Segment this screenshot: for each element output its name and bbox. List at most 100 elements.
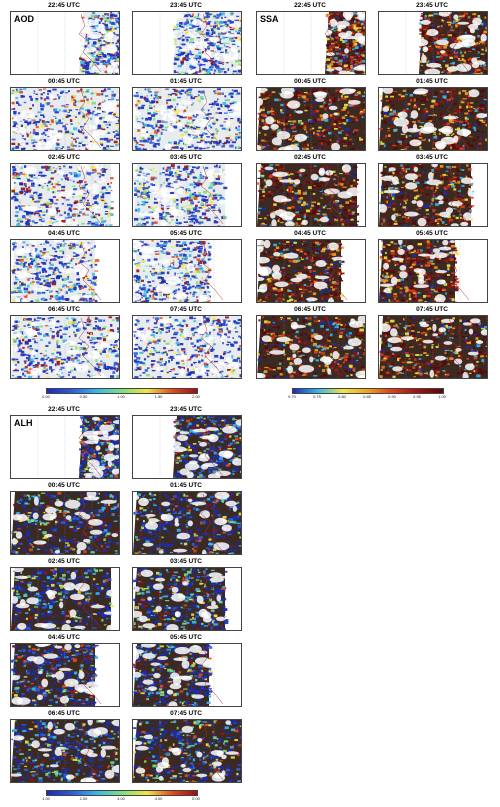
data-pixel <box>68 172 73 174</box>
data-pixel <box>77 213 81 215</box>
cloud <box>187 164 204 167</box>
data-pixel <box>160 322 164 325</box>
data-pixel <box>68 207 71 211</box>
data-pixel <box>199 134 204 136</box>
data-pixel <box>103 88 107 92</box>
data-pixel <box>227 352 230 354</box>
data-pixel <box>104 95 109 97</box>
data-pixel <box>72 359 75 363</box>
data-pixel <box>159 282 162 284</box>
data-pixel <box>202 349 205 352</box>
data-pixel <box>180 133 185 137</box>
data-pixel <box>177 64 181 68</box>
data-pixel <box>84 327 87 330</box>
cloud <box>164 143 172 150</box>
data-pixel <box>185 292 189 295</box>
data-pixel <box>140 301 143 302</box>
cloud <box>19 138 26 147</box>
data-pixel <box>235 73 239 74</box>
data-pixel <box>66 148 70 150</box>
data-pixel <box>43 361 46 365</box>
data-pixel <box>13 124 16 127</box>
data-pixel <box>11 196 14 200</box>
data-pixel <box>144 201 149 204</box>
data-pixel <box>182 335 186 339</box>
data-pixel <box>182 253 186 255</box>
data-pixel <box>115 17 119 20</box>
data-pixel <box>82 91 85 94</box>
data-pixel <box>143 262 145 263</box>
data-pixel <box>199 55 202 59</box>
data-pixel <box>170 337 174 339</box>
data-pixel <box>165 367 168 370</box>
data-pixel <box>39 325 44 328</box>
data-pixel <box>43 371 46 373</box>
data-pixel <box>47 278 51 281</box>
data-pixel <box>100 168 105 170</box>
data-pixel <box>196 127 200 130</box>
data-pixel <box>165 185 168 188</box>
data-pixel <box>193 362 196 365</box>
data-pixel <box>13 121 17 124</box>
data-pixel <box>87 321 91 323</box>
data-pixel <box>165 283 169 285</box>
data-pixel <box>184 258 188 261</box>
data-pixel <box>27 318 32 321</box>
data-pixel <box>230 62 233 64</box>
data-pixel <box>77 91 80 93</box>
data-pixel <box>329 48 333 51</box>
data-pixel <box>103 40 106 42</box>
data-pixel <box>84 95 87 98</box>
cloud <box>226 357 233 364</box>
data-pixel <box>89 324 92 327</box>
data-pixel <box>162 211 165 214</box>
data-pixel <box>238 49 241 51</box>
data-pixel <box>177 348 179 352</box>
data-pixel <box>223 216 228 219</box>
data-pixel <box>97 15 100 17</box>
data-pixel <box>63 278 67 281</box>
map-panel: 03:45 UTC <box>128 154 244 228</box>
data-pixel <box>198 289 202 292</box>
data-pixel <box>85 251 87 254</box>
data-pixel <box>30 360 35 363</box>
data-pixel <box>361 60 365 63</box>
data-pixel <box>24 296 28 299</box>
data-pixel <box>214 21 217 25</box>
data-pixel <box>93 59 97 62</box>
data-pixel <box>179 43 182 45</box>
data-pixel <box>174 108 177 111</box>
data-pixel <box>116 137 119 140</box>
data-pixel <box>155 351 160 354</box>
data-pixel <box>69 287 73 290</box>
data-pixel <box>85 90 89 92</box>
data-pixel <box>169 322 172 325</box>
cloud <box>175 105 186 109</box>
data-pixel <box>14 214 19 217</box>
data-pixel <box>192 248 197 251</box>
data-pixel <box>133 137 136 140</box>
data-pixel <box>155 332 158 334</box>
data-pixel <box>356 40 359 42</box>
data-pixel <box>181 258 184 260</box>
data-pixel <box>143 190 147 194</box>
data-pixel <box>190 97 195 100</box>
data-pixel <box>225 49 228 52</box>
data-pixel <box>86 100 90 104</box>
data-pixel <box>57 300 62 302</box>
data-pixel <box>98 370 101 373</box>
data-pixel <box>104 13 107 16</box>
cloud <box>160 199 173 207</box>
data-pixel <box>51 360 54 364</box>
data-pixel <box>154 341 157 345</box>
data-pixel <box>65 286 70 288</box>
data-pixel <box>227 68 230 71</box>
data-pixel <box>69 204 73 206</box>
data-pixel <box>115 143 118 147</box>
data-pixel <box>58 360 64 363</box>
data-pixel <box>146 221 149 224</box>
data-pixel <box>240 64 241 67</box>
data-pixel <box>92 203 94 205</box>
data-pixel <box>212 145 215 148</box>
data-pixel <box>66 146 70 148</box>
